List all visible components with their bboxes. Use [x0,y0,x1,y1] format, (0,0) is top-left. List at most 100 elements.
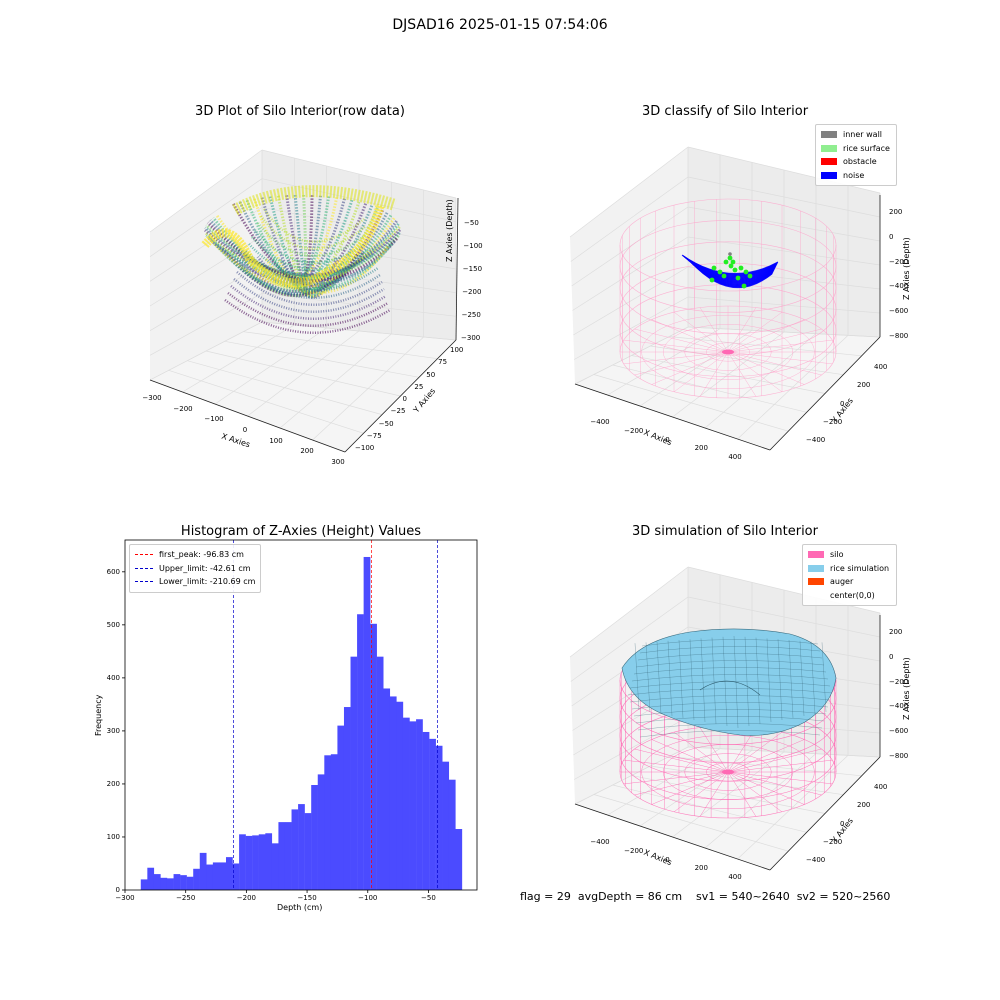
rice-mesh-line [633,667,827,675]
rice-mesh-line [678,639,684,719]
silo-floor-spoke [699,727,729,773]
simulation-plot-ytick-label: 200 [857,801,871,810]
classify-plot-ztick-label: −600 [889,307,909,316]
legend-item-inner-wall: inner wall [821,128,891,142]
grid-line [243,331,438,360]
classify-plot-ztick-label: −400 [889,282,909,291]
classify-plot-ytick-label: −200 [823,417,843,426]
histogram-bar [448,779,456,890]
legend-label: Upper_limit: -42.61 cm [159,563,251,573]
grid-line [149,149,263,233]
simulation-plot-ztick-label: −600 [889,727,909,736]
histogram-bar [284,822,292,890]
legend-label: obstacle [843,157,877,167]
classify-plot-ztick-label: 200 [889,208,903,216]
simulation-plot-xtick-label: 400 [728,873,742,881]
legend-label: rice surface [843,143,890,153]
simulation-plot-zlabel: Z Axies (Depth) [902,657,911,720]
histogram-bar [304,813,312,890]
legend-item-first-peak: first_peak: -96.83 cm [135,548,255,562]
legend-swatch [808,551,824,559]
y-axis-line [769,756,881,871]
grid-line [687,326,881,338]
histogram-ytick-label: 600 [106,567,120,576]
histogram-bar [298,804,305,890]
silo-floor-spoke [727,351,783,393]
rice-surface-point [730,259,736,265]
histogram-bar [206,864,214,890]
grid-line [573,716,689,780]
raw-plot-ztick-label: −150 [462,265,483,273]
grid-line [574,746,689,805]
legend-label: first_peak: -96.83 cm [159,550,244,560]
histogram-ytick-label: 0 [115,886,120,894]
legend-item-rice-surface: rice surface [821,142,891,156]
histogram-xtick-label: −200 [236,894,256,902]
legend-item-rice-simulation: rice simulation [808,562,891,576]
silo-floor-spoke [673,771,729,813]
histogram-bar [140,879,148,890]
rice-mesh-line [799,640,805,717]
legend-swatch [808,564,824,572]
classify-plot-ytick-label: 200 [857,381,871,390]
rice-mesh-line [689,639,695,721]
raw-plot-ytick-label: 0 [402,395,407,403]
grid-line [261,321,457,341]
raw-plot-ytick-label: 25 [414,382,424,391]
raw-plot-ztick-label: −250 [461,311,481,319]
silo-floor-spoke [651,319,729,353]
rice-simulation-surface [621,628,837,736]
histogram-bar [160,877,168,890]
silo-center [722,769,734,775]
silo-floor-spoke [727,351,822,376]
legend-line [135,567,153,569]
histogram-xtick-label: −300 [115,894,135,902]
histogram-bar [186,876,194,890]
histogram-bars [140,556,463,890]
classify-plot-xtick-label: 200 [694,444,708,453]
rice-surface-point [738,265,744,271]
classify-plot-ytick-label: −400 [806,436,826,444]
histogram-bar [212,862,220,890]
silo-floor-spoke [699,351,729,397]
scan-arc [271,196,331,281]
legend-item-silo: silo [808,548,891,562]
histogram-bar [370,623,377,890]
simulation-plot-xtick-label: −400 [590,838,610,846]
simulation-plot-ytick-label: −400 [806,856,826,864]
histogram-bar [383,688,391,890]
raw-plot-xtick-label: 0 [242,426,248,434]
histogram-bar [330,754,338,890]
grid-line [149,178,263,257]
simulation-plot-ztick-label: −400 [889,702,909,711]
simulation-plot-ytick-label: 400 [874,783,888,791]
x-axis-line [574,803,771,871]
histogram-ytick-label: 400 [106,673,120,682]
silo-floor-spoke [727,771,833,785]
rice-mesh-line [810,641,816,715]
silo-floor-spoke [673,731,729,773]
silo-floor-spoke [623,351,729,365]
scan-arc [245,250,377,285]
silo-floor-spoke [673,311,729,353]
rice-surface-point [727,255,733,261]
rice-mesh-line [639,646,821,654]
z-axis-line [455,197,459,341]
silo-floor-spoke [727,307,757,353]
grid-line [669,336,862,357]
legend-label: Lower_limit: -210.69 cm [159,577,256,587]
classify-plot-ztick-label: −200 [889,257,909,266]
silo-floor-spoke [727,731,783,773]
rice-mesh-line [700,638,706,723]
histogram-bar [265,833,273,890]
axes-pane [150,322,456,452]
histogram-bar [219,862,227,890]
simulation-plot-surface [619,628,837,819]
silo-floor-spoke [673,351,729,393]
histogram-ytick-label: 100 [106,832,120,841]
scan-arc [276,195,323,296]
grid-line [669,756,862,777]
histogram-bar [245,835,253,890]
silo-floor-spoke [727,771,805,805]
histogram-bar [173,874,181,890]
